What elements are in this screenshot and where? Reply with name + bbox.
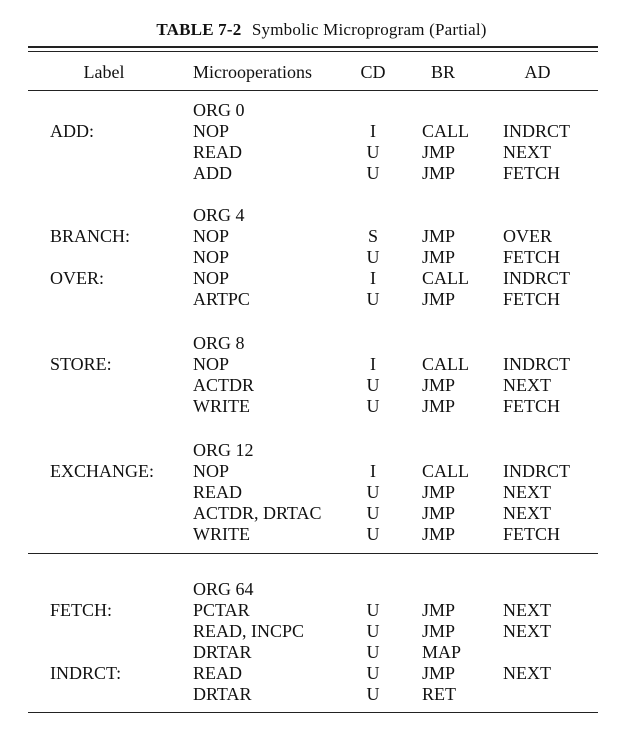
cell-br: RET	[422, 684, 456, 704]
cell-cd: U	[366, 163, 380, 183]
cell-microoperations: NOP	[193, 226, 230, 246]
cell-microoperations: ORG 12	[193, 440, 254, 460]
cell-br: JMP	[422, 142, 456, 162]
cell-br: CALL	[422, 121, 469, 141]
cell-microoperations: ARTPC	[193, 289, 250, 309]
cell-ad: OVER	[503, 226, 552, 246]
cell-cd: U	[366, 142, 380, 162]
cell-label: OVER:	[50, 268, 104, 288]
header-microoperations: Microoperations	[193, 62, 312, 82]
header-label: Label	[83, 62, 125, 82]
cell-ad: NEXT	[503, 482, 551, 502]
cell-cd: I	[370, 461, 376, 481]
cell-ad: FETCH	[503, 524, 561, 544]
cell-cd: U	[366, 375, 380, 395]
cell-br: JMP	[422, 163, 456, 183]
cell-br: CALL	[422, 461, 469, 481]
cell-label: ADD:	[50, 121, 94, 141]
top-rule-thick	[28, 46, 598, 48]
cell-microoperations: ORG 64	[193, 579, 254, 599]
cell-br: JMP	[422, 289, 456, 309]
cell-label: EXCHANGE:	[50, 461, 154, 481]
header-ad: AD	[524, 62, 551, 82]
section-divider-rule	[28, 553, 598, 554]
header-br: BR	[430, 62, 455, 82]
table-title: Symbolic Microprogram (Partial)	[251, 20, 487, 39]
cell-microoperations: DRTAR	[193, 642, 252, 662]
cell-microoperations: DRTAR	[193, 684, 252, 704]
cell-ad: NEXT	[503, 142, 551, 162]
cell-label: INDRCT:	[50, 663, 122, 683]
cell-ad: NEXT	[503, 600, 551, 620]
cell-br: JMP	[422, 482, 456, 502]
bottom-rule	[28, 712, 598, 713]
cell-label: STORE:	[50, 354, 112, 374]
cell-cd: S	[367, 226, 378, 246]
cell-cd: U	[366, 600, 380, 620]
cell-cd: U	[366, 482, 380, 502]
cell-cd: U	[366, 396, 380, 416]
cell-ad: NEXT	[503, 621, 551, 641]
cell-ad: INDRCT	[503, 121, 570, 141]
cell-ad: INDRCT	[503, 461, 570, 481]
cell-cd: I	[370, 268, 376, 288]
cell-microoperations: WRITE	[193, 396, 250, 416]
cell-br: JMP	[422, 226, 456, 246]
table-number: TABLE 7-2	[156, 20, 242, 39]
cell-br: JMP	[422, 503, 456, 523]
cell-ad: NEXT	[503, 375, 551, 395]
cell-br: JMP	[422, 663, 456, 683]
cell-cd: U	[366, 642, 380, 662]
cell-microoperations: ORG 0	[193, 100, 245, 120]
cell-ad: INDRCT	[503, 268, 570, 288]
cell-microoperations: PCTAR	[193, 600, 250, 620]
cell-cd: U	[366, 289, 380, 309]
cell-microoperations: ACTDR	[193, 375, 255, 395]
cell-ad: FETCH	[503, 247, 561, 267]
cell-microoperations: NOP	[193, 268, 230, 288]
cell-ad: INDRCT	[503, 354, 570, 374]
cell-br: JMP	[422, 524, 456, 544]
cell-label: FETCH:	[50, 600, 113, 620]
top-rule-thin	[28, 51, 598, 52]
cell-ad: FETCH	[503, 163, 561, 183]
cell-microoperations: ORG 4	[193, 205, 245, 225]
cell-cd: I	[370, 354, 376, 374]
cell-microoperations: READ	[193, 482, 242, 502]
cell-br: CALL	[422, 268, 469, 288]
cell-microoperations: READ	[193, 663, 242, 683]
cell-ad: FETCH	[503, 289, 561, 309]
cell-microoperations: NOP	[193, 247, 230, 267]
table-caption: TABLE 7-2 Symbolic Microprogram (Partial…	[0, 20, 643, 40]
cell-cd: U	[366, 503, 380, 523]
cell-br: CALL	[422, 354, 469, 374]
cell-ad: NEXT	[503, 663, 551, 683]
cell-microoperations: READ	[193, 142, 242, 162]
cell-ad: FETCH	[503, 396, 561, 416]
cell-microoperations: READ, INCPC	[193, 621, 305, 641]
cell-cd: U	[366, 663, 380, 683]
cell-microoperations: NOP	[193, 354, 230, 374]
cell-br: JMP	[422, 375, 456, 395]
cell-br: JMP	[422, 247, 456, 267]
cell-microoperations: NOP	[193, 461, 230, 481]
cell-microoperations: ORG 8	[193, 333, 245, 353]
cell-br: JMP	[422, 396, 456, 416]
cell-cd: U	[366, 684, 380, 704]
cell-cd: I	[370, 121, 376, 141]
cell-cd: U	[366, 524, 380, 544]
cell-br: JMP	[422, 600, 456, 620]
header-rule	[28, 90, 598, 91]
cell-microoperations: NOP	[193, 121, 230, 141]
cell-microoperations: WRITE	[193, 524, 250, 544]
header-cd: CD	[360, 62, 386, 82]
cell-cd: U	[366, 247, 380, 267]
cell-ad: NEXT	[503, 503, 551, 523]
cell-br: JMP	[422, 621, 456, 641]
cell-microoperations: ADD	[193, 163, 232, 183]
cell-cd: U	[366, 621, 380, 641]
cell-br: MAP	[422, 642, 462, 662]
cell-microoperations: ACTDR, DRTAC	[193, 503, 322, 523]
cell-label: BRANCH:	[50, 226, 131, 246]
